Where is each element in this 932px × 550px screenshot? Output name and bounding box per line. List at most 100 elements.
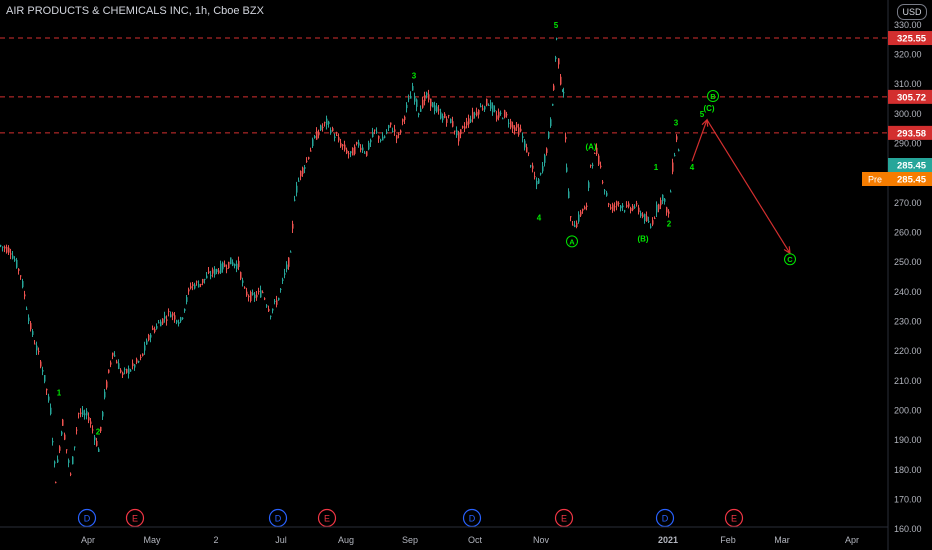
price-level-value: 305.72 [897,92,926,103]
wave-label[interactable]: A [569,237,575,246]
candle-body [574,225,576,228]
projection-line[interactable] [706,119,791,254]
candle-body [184,308,186,311]
candle-body [200,283,202,285]
wave-label[interactable]: (C) [703,104,714,113]
candle-body [632,205,634,211]
x-tick-label: Aug [338,535,354,545]
candle-body [38,351,40,353]
candle-body [396,135,398,139]
candle-body [436,106,438,112]
wave-label[interactable]: (A) [585,142,596,151]
x-tick-label: Oct [468,535,483,545]
candle-body [386,131,388,134]
x-tick-label: 2021 [658,535,678,545]
candle-body [560,76,562,85]
wave-label[interactable]: 4 [690,163,695,172]
candle-body [344,144,346,150]
candle-body [98,448,100,452]
candle-body [528,152,530,154]
currency-button[interactable]: USD [897,4,927,20]
candle-body [380,139,382,141]
candle-body [464,126,466,129]
candle-body [546,148,548,153]
price-level-value: 293.58 [897,128,926,139]
wave-label[interactable]: 2 [667,220,672,229]
candle-body [166,319,168,321]
candle-body [168,311,170,313]
candle-body [400,130,402,133]
candle-body [154,328,156,332]
candle-body [548,132,550,138]
candle-body [30,323,32,330]
candle-body [2,246,4,248]
price-level-tag [888,125,932,140]
candle-body [446,119,448,123]
candle-body [176,320,178,323]
candle-body [434,105,436,112]
candle-body [374,129,376,131]
y-tick-label: 320.00 [894,50,922,60]
candle-body [180,317,182,322]
candle-body [70,473,72,475]
candle-body [530,165,532,167]
price-axis[interactable]: 330.00320.00310.00300.00290.00280.00270.… [862,0,932,550]
candle-body [228,261,230,269]
candle-body [442,116,444,121]
candle-body [592,164,594,166]
candle-body [392,130,394,133]
candle-body [14,259,16,261]
x-tick-label: 2 [213,535,218,545]
wave-label[interactable]: C [787,255,793,264]
candle-body [562,89,564,92]
y-tick-label: 190.00 [894,435,922,445]
wave-label[interactable]: (B) [637,234,648,243]
dividend-marker-label: D [469,514,476,524]
projection-line[interactable] [691,119,708,162]
wave-label[interactable]: 3 [674,119,679,128]
candle-body [44,375,46,382]
wave-label[interactable]: 1 [57,389,62,398]
candle-body [274,300,276,302]
wave-label[interactable]: B [710,92,716,101]
wave-label[interactable]: 3 [412,71,417,80]
candle-body [376,131,378,133]
wave-label[interactable]: 5 [700,110,705,119]
candle-body [254,294,256,299]
candle-body [444,113,446,118]
candle-body [148,335,150,341]
wave-label[interactable]: 2 [96,427,101,436]
candle-body [660,200,662,206]
candle-body [342,144,344,147]
candle-body [532,165,534,169]
candle-body [130,370,132,372]
wave-label[interactable]: 5 [554,21,559,30]
candle-body [622,205,624,208]
y-tick-label: 170.00 [894,495,922,505]
candle-body [652,220,654,225]
candle-body [348,153,350,155]
candle-body [356,142,358,145]
candle-body [144,345,146,351]
candle-body [146,340,148,345]
candle-body [346,149,348,154]
time-axis[interactable]: Apr May 2 Jul Aug Sep Oct Nov 2021 Feb Mar Apr [0,526,888,545]
candle-body [336,134,338,136]
dividend-marker-label: D [84,514,91,524]
candle-body [598,155,600,165]
candle-body [600,165,602,168]
candle-body [334,136,336,139]
wave-label[interactable]: 4 [537,214,542,223]
candle-body [16,259,18,268]
price-tag-value: 285.45 [897,161,927,172]
candle-body [646,216,648,222]
candle-body [370,139,372,143]
candle-body [182,317,184,319]
candle-body [416,99,418,107]
candle-body [102,411,104,417]
candle-body [428,94,430,100]
candle-body [422,99,424,108]
wave-label[interactable]: 1 [654,163,659,172]
